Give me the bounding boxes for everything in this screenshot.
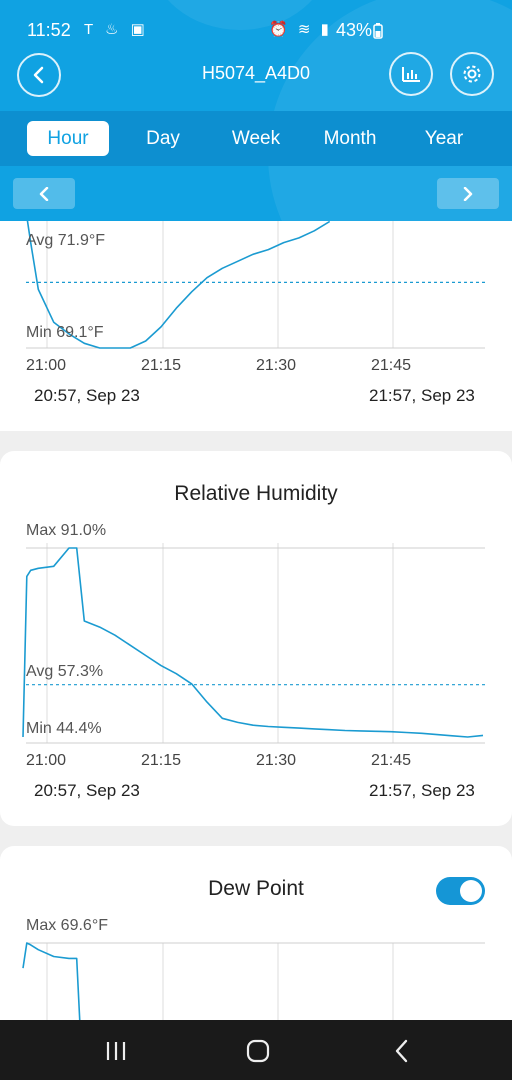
range-end: 21:57, Sep 23 — [369, 781, 475, 800]
range-start: 20:57, Sep 23 — [34, 386, 140, 405]
bar-chart-icon — [402, 67, 420, 82]
gear-icon — [463, 65, 481, 83]
temperature-avg-label: Avg 71.9°F — [26, 232, 106, 249]
system-nav-bar — [0, 1020, 512, 1080]
battery-icon — [373, 23, 383, 39]
humidity-chart — [22, 543, 485, 744]
humidity-avg-label: Avg 57.3% — [26, 663, 104, 680]
x-tick: 21:30 — [256, 357, 297, 374]
series-line — [22, 942, 81, 1022]
dew-point-card: Dew Point Max 69.6°F — [0, 846, 512, 1046]
range-start: 20:57, Sep 23 — [34, 781, 140, 800]
tab-day[interactable]: Day — [146, 128, 180, 149]
dew-point-chart — [22, 942, 485, 1022]
tab-month[interactable]: Month — [323, 128, 377, 149]
toggle-knob — [460, 880, 482, 902]
dew-point-max-label: Max 69.6°F — [26, 917, 108, 934]
series-line — [22, 547, 484, 738]
humidity-title: Relative Humidity — [174, 482, 338, 505]
tab-year[interactable]: Year — [424, 128, 464, 149]
temperature-chart — [26, 221, 485, 349]
humidity-card: Relative Humidity Max 91.0% Avg 57.3% Mi… — [0, 451, 512, 826]
dew-point-toggle[interactable] — [436, 877, 485, 905]
previous-period-button[interactable] — [13, 178, 75, 209]
x-tick: 21:00 — [26, 357, 67, 374]
system-icons: ⏰ ≋ ▮ — [269, 21, 332, 38]
chevron-right-icon — [463, 186, 473, 201]
next-period-button[interactable] — [437, 178, 499, 209]
temperature-min-label: Min 69.1°F — [26, 324, 104, 341]
chevron-left-icon — [33, 66, 44, 84]
tab-week[interactable]: Week — [231, 128, 281, 149]
notification-icons: T ♨ ▣ — [84, 21, 149, 38]
status-bar: 11:52 T ♨ ▣ ⏰ ≋ ▮ 43% — [0, 0, 512, 60]
x-tick: 21:45 — [371, 357, 412, 374]
device-title: H5074_A4D0 — [201, 63, 311, 83]
chart-view-button[interactable] — [389, 52, 433, 96]
x-tick: 21:30 — [256, 752, 297, 769]
x-tick: 21:45 — [371, 752, 412, 769]
battery-level: 43% — [336, 20, 373, 40]
series-line — [26, 221, 331, 349]
settings-button[interactable] — [450, 52, 494, 96]
x-tick: 21:00 — [26, 752, 67, 769]
x-tick: 21:15 — [141, 752, 182, 769]
x-tick: 21:15 — [141, 357, 182, 374]
tab-hour[interactable]: Hour — [27, 121, 109, 156]
humidity-min-label: Min 44.4% — [26, 720, 102, 737]
dew-point-title: Dew Point — [208, 877, 304, 900]
back-nav-icon[interactable] — [394, 1039, 410, 1063]
status-time: 11:52 — [27, 20, 71, 40]
temperature-card: Avg 71.9°F Min 69.1°F 21:00 21:15 21:30 … — [0, 221, 512, 431]
humidity-max-label: Max 91.0% — [26, 522, 107, 539]
chevron-left-icon — [39, 186, 49, 201]
range-end: 21:57, Sep 23 — [369, 386, 475, 405]
home-icon[interactable] — [246, 1039, 270, 1063]
recent-apps-icon[interactable] — [105, 1041, 127, 1061]
period-tabs: Hour Day Week Month Year — [0, 111, 512, 166]
back-button[interactable] — [17, 53, 61, 97]
app-header: 11:52 T ♨ ▣ ⏰ ≋ ▮ 43% H5074_A4D0 Hour — [0, 0, 512, 221]
